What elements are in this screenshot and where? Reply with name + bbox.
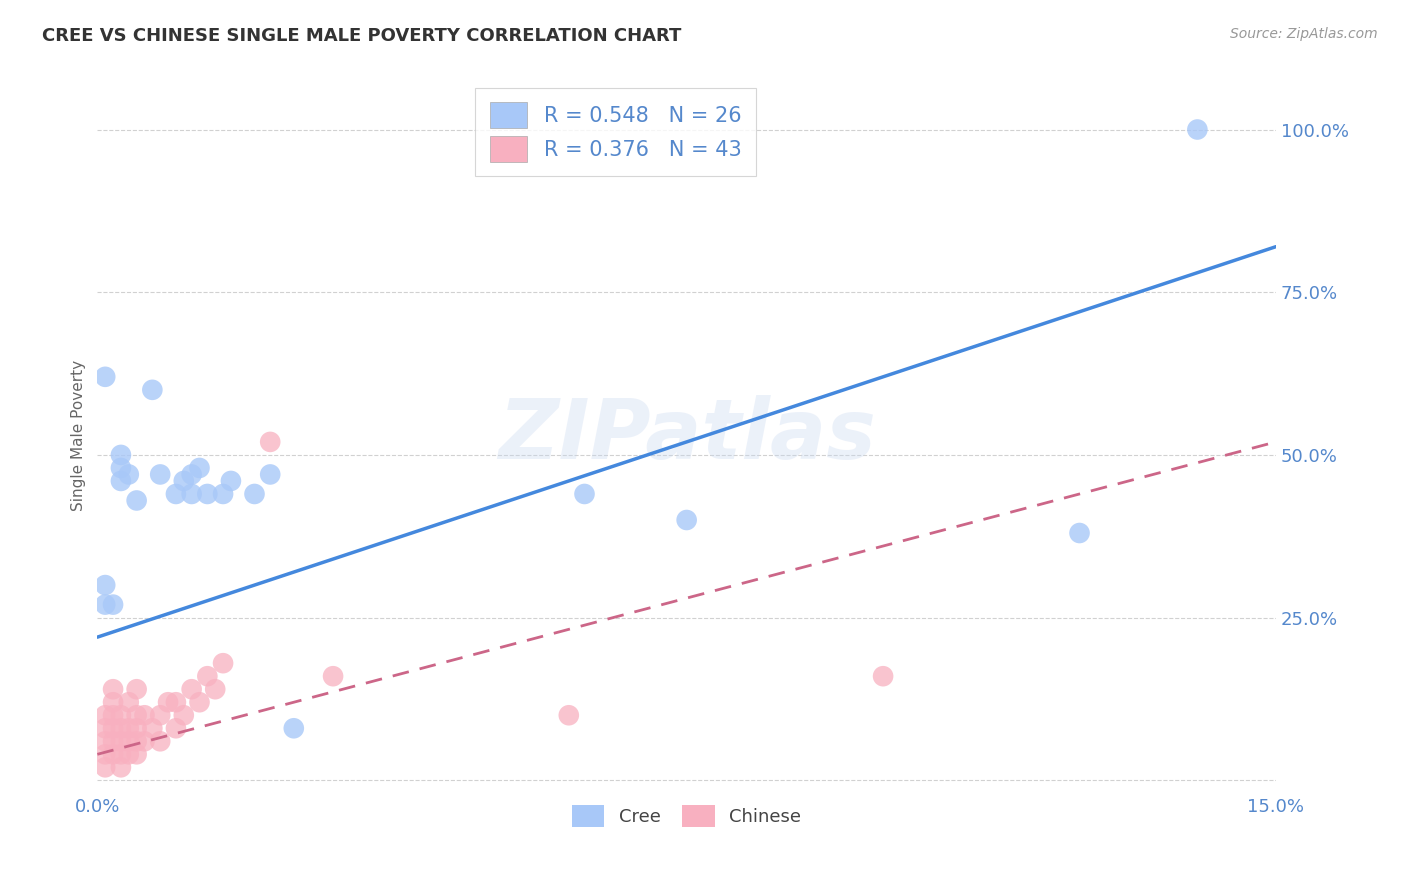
Point xyxy=(212,656,235,670)
Point xyxy=(118,747,141,762)
Text: Source: ZipAtlas.com: Source: ZipAtlas.com xyxy=(1230,27,1378,41)
Point xyxy=(94,708,117,723)
Point xyxy=(1187,122,1209,136)
Point xyxy=(259,467,281,482)
Point xyxy=(110,747,132,762)
Point xyxy=(675,513,697,527)
Point xyxy=(118,734,141,748)
Point xyxy=(125,734,148,748)
Point xyxy=(125,493,148,508)
Point xyxy=(157,695,180,709)
Point xyxy=(125,682,148,697)
Point xyxy=(101,734,124,748)
Point xyxy=(180,487,202,501)
Point xyxy=(188,695,211,709)
Text: ZIPatlas: ZIPatlas xyxy=(498,395,876,476)
Point xyxy=(118,695,141,709)
Point xyxy=(574,487,596,501)
Point xyxy=(101,598,124,612)
Point xyxy=(173,708,195,723)
Point xyxy=(149,708,172,723)
Point xyxy=(134,708,156,723)
Point xyxy=(180,682,202,697)
Point xyxy=(165,487,187,501)
Point xyxy=(558,708,581,723)
Point xyxy=(110,461,132,475)
Point xyxy=(173,474,195,488)
Point xyxy=(212,487,235,501)
Point xyxy=(110,760,132,774)
Point xyxy=(141,721,163,735)
Point xyxy=(322,669,344,683)
Text: CREE VS CHINESE SINGLE MALE POVERTY CORRELATION CHART: CREE VS CHINESE SINGLE MALE POVERTY CORR… xyxy=(42,27,682,45)
Point xyxy=(165,721,187,735)
Point xyxy=(94,369,117,384)
Point xyxy=(149,467,172,482)
Point xyxy=(1069,526,1091,541)
Point xyxy=(283,721,305,735)
Point xyxy=(195,487,218,501)
Point xyxy=(110,474,132,488)
Point xyxy=(101,682,124,697)
Point xyxy=(110,708,132,723)
Point xyxy=(219,474,242,488)
Point xyxy=(243,487,266,501)
Point xyxy=(110,721,132,735)
Point xyxy=(165,695,187,709)
Point xyxy=(872,669,894,683)
Point xyxy=(94,760,117,774)
Point xyxy=(101,695,124,709)
Point xyxy=(94,734,117,748)
Point xyxy=(94,721,117,735)
Point xyxy=(259,434,281,449)
Point xyxy=(94,578,117,592)
Legend: Cree, Chinese: Cree, Chinese xyxy=(565,798,808,834)
Point xyxy=(141,383,163,397)
Point xyxy=(195,669,218,683)
Point xyxy=(125,721,148,735)
Point xyxy=(125,708,148,723)
Point xyxy=(94,598,117,612)
Point xyxy=(110,448,132,462)
Point xyxy=(101,721,124,735)
Point xyxy=(180,467,202,482)
Point xyxy=(118,721,141,735)
Point xyxy=(149,734,172,748)
Point xyxy=(204,682,226,697)
Point xyxy=(134,734,156,748)
Point xyxy=(118,467,141,482)
Point xyxy=(188,461,211,475)
Point xyxy=(101,747,124,762)
Point xyxy=(101,708,124,723)
Point xyxy=(94,747,117,762)
Point xyxy=(125,747,148,762)
Y-axis label: Single Male Poverty: Single Male Poverty xyxy=(72,359,86,511)
Point xyxy=(110,734,132,748)
